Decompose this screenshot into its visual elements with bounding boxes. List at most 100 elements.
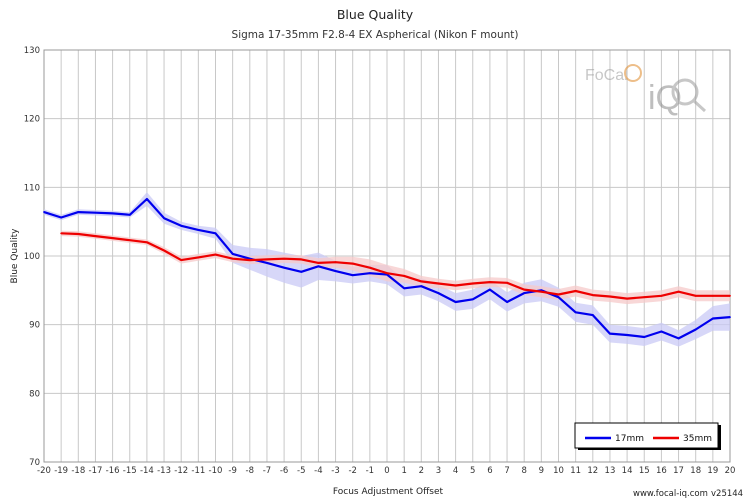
data-point-35mm [711, 294, 714, 297]
data-point-35mm [454, 284, 457, 287]
data-point-17mm [711, 317, 714, 320]
data-point-35mm [609, 295, 611, 298]
x-tick-label: 7 [504, 466, 509, 476]
data-point-17mm [231, 253, 234, 255]
x-tick-label: -8 [246, 466, 254, 476]
legend-label-35mm: 35mm [683, 434, 712, 444]
data-point-17mm [43, 211, 45, 213]
data-point-17mm [334, 270, 337, 273]
x-tick-label: 11 [570, 466, 581, 476]
data-point-17mm [146, 198, 148, 200]
data-point-17mm [403, 287, 406, 290]
data-point-35mm [591, 294, 594, 297]
x-tick-label: -11 [191, 466, 205, 476]
data-point-35mm [540, 290, 543, 293]
data-point-17mm [471, 298, 474, 301]
data-point-17mm [557, 296, 560, 299]
footer-version: v25144 [711, 489, 743, 499]
data-point-17mm [660, 330, 663, 333]
data-point-17mm [163, 217, 165, 220]
data-point-35mm [437, 282, 440, 285]
data-point-17mm [94, 211, 97, 214]
error-bands [44, 192, 730, 347]
data-point-35mm [60, 232, 63, 235]
data-point-35mm [626, 297, 628, 300]
data-point-35mm [197, 256, 200, 259]
x-tick-label: 20 [725, 466, 736, 476]
x-tick-label: -10 [209, 466, 223, 476]
data-point-17mm [643, 336, 646, 338]
legend-box [574, 422, 719, 449]
x-axis-label: Focus Adjustment Offset [333, 487, 444, 497]
data-point-35mm [111, 237, 114, 240]
tick-labels: -20 -19 -18 -17 -16 -15 -14 -13 -12 -11 -10 -9 -8 -7-… [24, 46, 736, 476]
x-tick-label: -9 [228, 466, 236, 476]
chart-title: Blue Quality [337, 7, 414, 22]
x-tick-label: -5 [297, 466, 305, 476]
x-tick-label: -17 [89, 466, 103, 476]
data-point-17mm [437, 292, 440, 294]
x-tick-label: 0 [384, 466, 389, 476]
data-point-17mm [489, 288, 491, 291]
data-point-35mm [729, 294, 731, 297]
x-tick-label: 8 [521, 466, 526, 476]
data-point-35mm [163, 249, 165, 252]
data-point-17mm [266, 261, 268, 264]
data-point-35mm [351, 262, 354, 265]
focal-iq-logo: FoCal iQ [585, 64, 707, 117]
data-point-17mm [677, 337, 680, 340]
data-point-17mm [609, 332, 611, 335]
x-tick-label: 15 [639, 466, 650, 476]
x-tick-label: 17 [673, 466, 684, 476]
data-point-17mm [626, 334, 628, 336]
grid [43, 49, 731, 463]
x-tick-label: 9 [539, 466, 544, 476]
data-point-35mm [94, 235, 97, 237]
data-point-17mm [180, 224, 183, 227]
x-tick-label: -3 [331, 466, 339, 476]
data-point-17mm [454, 301, 457, 303]
data-point-17mm [197, 229, 200, 231]
data-point-35mm [77, 233, 80, 235]
data-point-35mm [368, 266, 371, 269]
data-point-35mm [386, 272, 388, 275]
data-point-35mm [300, 258, 303, 261]
x-tick-label: -6 [280, 466, 288, 476]
data-point-17mm [77, 211, 80, 213]
legend-label-17mm: 17mm [615, 434, 644, 444]
logo-ring-icon [624, 64, 642, 82]
data-point-35mm [403, 275, 406, 277]
x-tick-label: 5 [470, 466, 475, 476]
data-point-35mm [471, 282, 474, 285]
logo-text-top: FoCal [585, 67, 628, 84]
x-tick-label: 3 [436, 466, 441, 476]
data-point-17mm [368, 272, 371, 275]
data-point-35mm [283, 257, 285, 260]
data-point-17mm [60, 216, 63, 219]
series-lines [43, 197, 731, 340]
data-point-35mm [489, 281, 491, 283]
x-tick-label: 1 [401, 466, 406, 476]
data-point-35mm [523, 288, 526, 291]
data-point-35mm [214, 253, 217, 256]
plot-frame [43, 49, 731, 463]
y-tick-label: 110 [24, 183, 40, 193]
data-point-35mm [180, 259, 183, 262]
data-point-17mm [420, 285, 423, 288]
y-tick-label: 100 [24, 252, 40, 262]
data-point-35mm [231, 257, 234, 260]
x-tick-label: 19 [707, 466, 718, 476]
data-point-35mm [317, 261, 320, 264]
x-tick-label: -13 [157, 466, 171, 476]
x-tick-label: -12 [174, 466, 188, 476]
x-tick-label: 14 [622, 466, 633, 476]
y-tick-label: 130 [24, 46, 40, 56]
data-point-17mm [729, 316, 731, 319]
y-tick-label: 80 [29, 389, 40, 399]
data-point-17mm [574, 311, 577, 314]
data-point-17mm [300, 270, 303, 273]
x-tick-label: 12 [587, 466, 598, 476]
x-tick-label: -18 [71, 466, 85, 476]
